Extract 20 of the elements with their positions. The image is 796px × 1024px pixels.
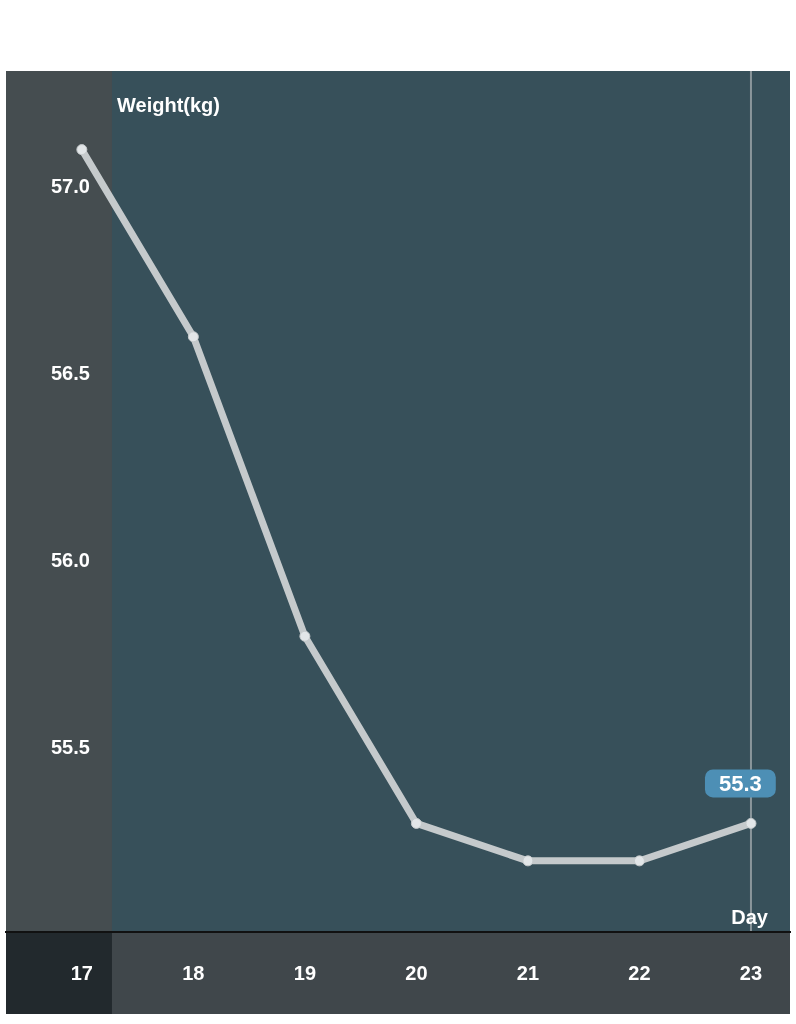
y-tick-label: 56.0 — [51, 548, 90, 571]
point — [522, 855, 534, 867]
y-tick-label: 55.5 — [51, 736, 90, 759]
x-tick-label: 22 — [628, 961, 651, 984]
x-axis-title: Day — [731, 906, 769, 928]
x-tick-label: 20 — [405, 961, 428, 984]
x-tick-label: 17 — [70, 961, 93, 984]
point — [410, 817, 422, 829]
x-tick-label: 19 — [293, 961, 316, 984]
x-tick-label: 18 — [182, 961, 205, 984]
y-axis-title: Weight(kg) — [117, 94, 220, 116]
point — [745, 817, 757, 829]
x-tick-label: 23 — [739, 961, 763, 984]
point — [299, 630, 311, 642]
x-tick-label: 21 — [516, 961, 540, 984]
y-tick-label: 56.5 — [51, 361, 90, 384]
y-tick-label: 57.0 — [51, 174, 90, 197]
point — [76, 144, 88, 156]
point — [187, 331, 199, 343]
annotation: 55.3 — [718, 770, 762, 796]
